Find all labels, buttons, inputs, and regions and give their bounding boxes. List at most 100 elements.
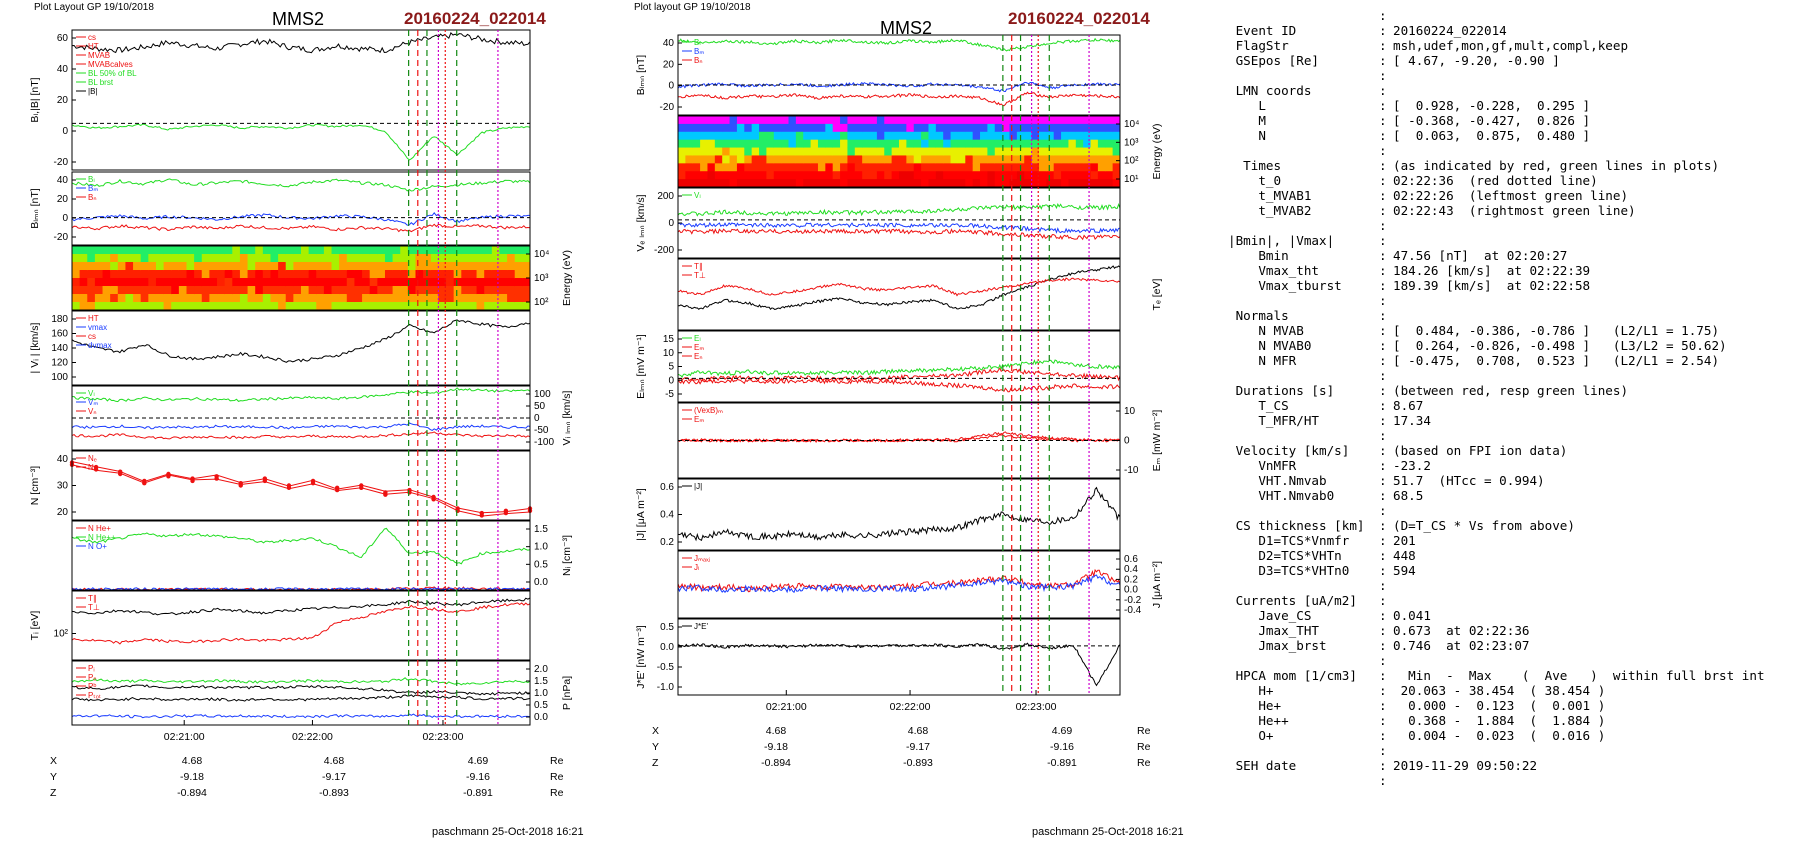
spectrogram-cell xyxy=(943,116,952,125)
spectrogram-cell xyxy=(140,270,149,279)
spectrogram-cell xyxy=(148,286,157,295)
left-he-density-point xyxy=(431,497,436,502)
spectrogram-cell xyxy=(803,147,812,156)
left-panel-frame xyxy=(71,450,531,521)
spectrogram-cell xyxy=(346,254,355,263)
middle-coord-value: -0.891 xyxy=(1047,757,1077,769)
spectrogram-cell xyxy=(707,123,716,133)
left-series-line xyxy=(71,464,531,517)
spectrogram-cell xyxy=(178,254,187,263)
spectrogram-cell xyxy=(950,155,959,164)
spectrogram-cell xyxy=(795,171,804,180)
spectrogram-cell xyxy=(736,179,745,188)
spectrogram-cell xyxy=(194,294,203,303)
spectrogram-cell xyxy=(1105,155,1114,164)
info-line: Currents [uA/m2]: xyxy=(1228,593,1798,608)
spectrogram-cell xyxy=(522,286,531,295)
spectrogram-cell xyxy=(446,254,455,263)
info-value: 0.368 - 1.884 ( 1.884 ) xyxy=(1393,713,1606,728)
spectrogram-cell xyxy=(362,278,371,287)
spectrogram-cell xyxy=(891,131,900,141)
left-y-tick-label: 50 xyxy=(534,401,546,412)
spectrogram-cell xyxy=(847,155,856,164)
left-coord-label: Z xyxy=(50,787,57,799)
spectrogram-cell xyxy=(522,254,531,263)
info-colon: : xyxy=(1379,248,1387,263)
middle-series-line xyxy=(677,202,1121,217)
spectrogram-cell xyxy=(415,302,424,311)
spectrogram-cell xyxy=(987,116,996,125)
spectrogram-cell xyxy=(362,270,371,279)
spectrogram-cell xyxy=(678,123,686,133)
info-value: 02:22:36 (red dotted line) xyxy=(1393,173,1598,188)
spectrogram-cell xyxy=(1038,179,1047,188)
spectrogram-cell xyxy=(407,286,416,295)
spectrogram-cell xyxy=(163,302,172,311)
spectrogram-cell xyxy=(110,294,119,303)
spectrogram-cell xyxy=(384,254,394,263)
spectrogram-cell xyxy=(1083,163,1092,172)
spectrogram-cell xyxy=(921,123,929,133)
left-series-line xyxy=(71,597,531,616)
spectrogram-cell xyxy=(972,179,981,188)
spectrogram-cell xyxy=(430,262,439,271)
spectrogram-cell xyxy=(270,270,279,279)
spectrogram-cell xyxy=(461,262,470,271)
spectrogram-cell xyxy=(430,254,439,263)
spectrogram-cell xyxy=(285,302,294,311)
spectrogram-cell xyxy=(854,131,863,141)
info-colon: : xyxy=(1379,458,1387,473)
spectrogram-cell xyxy=(270,262,279,271)
spectrogram-cell xyxy=(339,302,348,311)
spectrogram-cell xyxy=(1053,131,1062,141)
spectrogram-cell xyxy=(678,131,686,141)
spectrogram-cell xyxy=(377,262,386,271)
spectrogram-cell xyxy=(209,262,218,271)
spectrogram-cell xyxy=(1009,123,1018,133)
spectrogram-cell xyxy=(700,123,708,133)
spectrogram-cell xyxy=(1038,131,1047,141)
left-legend-label: HT xyxy=(88,42,99,51)
spectrogram-cell xyxy=(678,147,686,156)
spectrogram-cell xyxy=(913,163,922,172)
spectrogram-cell xyxy=(171,286,180,295)
middle-series-line xyxy=(677,377,1121,393)
middle-y-tick-label: 0.0 xyxy=(1124,585,1138,596)
left-y-tick-label: 60 xyxy=(57,33,69,44)
spectrogram-cell xyxy=(1046,147,1055,156)
spectrogram-cell xyxy=(346,302,355,311)
spectrogram-cell xyxy=(1097,131,1106,141)
spectrogram-cell xyxy=(722,139,731,149)
spectrogram-cell xyxy=(308,286,317,295)
spectrogram-cell xyxy=(209,254,218,263)
spectrogram-cell xyxy=(232,286,241,295)
spectrogram-cell xyxy=(810,155,819,164)
info-line: N MVAB0: [ 0.264, -0.826, -0.498 ] (L3/L2… xyxy=(1228,338,1798,353)
spectrogram-cell xyxy=(862,147,871,156)
spectrogram-cell xyxy=(832,147,841,156)
spectrogram-cell xyxy=(278,254,287,263)
spectrogram-cell xyxy=(869,131,878,141)
spectrogram-cell xyxy=(262,286,271,295)
spectrogram-cell xyxy=(354,278,363,287)
spectrogram-cell xyxy=(247,254,256,263)
spectrogram-cell xyxy=(1038,163,1047,172)
spectrogram-cell xyxy=(1068,123,1077,133)
spectrogram-cell xyxy=(453,254,462,263)
info-line: H+: 20.063 - 38.454 ( 38.454 ) xyxy=(1228,683,1798,698)
spectrogram-cell xyxy=(514,278,523,287)
info-key: Event ID xyxy=(1228,23,1297,38)
spectrogram-cell xyxy=(247,246,256,255)
spectrogram-cell xyxy=(817,116,826,125)
spectrogram-cell xyxy=(163,294,172,303)
spectrogram-cell xyxy=(468,270,478,279)
spectrogram-cell xyxy=(178,278,187,287)
info-value: 0.746 at 02:23:07 xyxy=(1393,638,1530,653)
spectrogram-cell xyxy=(117,270,126,279)
spectrogram-cell xyxy=(407,302,416,311)
info-colon: : xyxy=(1379,338,1387,353)
spectrogram-cell xyxy=(957,123,966,133)
spectrogram-cell xyxy=(155,302,165,311)
left-legend-label: N He++ xyxy=(88,533,116,542)
spectrogram-cell xyxy=(484,270,493,279)
